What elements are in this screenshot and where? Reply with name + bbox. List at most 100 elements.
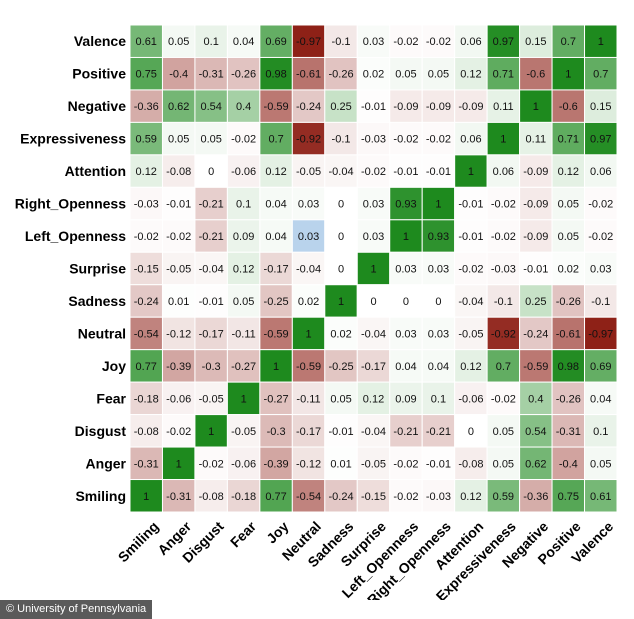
cell-value-label: 1 bbox=[370, 264, 376, 276]
cell-value-label: -0.02 bbox=[393, 134, 418, 146]
cell-value-label: -0.3 bbox=[267, 426, 286, 438]
heatmap-cell bbox=[356, 219, 391, 253]
heatmap-cell bbox=[356, 316, 391, 351]
cell-value-label: -0.08 bbox=[199, 491, 224, 503]
heatmap-cell bbox=[194, 381, 228, 416]
cell-value-label: 0.98 bbox=[558, 361, 579, 373]
heatmap-cell bbox=[324, 284, 358, 318]
cell-value-label: 0 bbox=[208, 166, 214, 178]
row-label: Disgust bbox=[75, 423, 127, 439]
cell-value-label: -0.31 bbox=[556, 426, 581, 438]
cell-value-label: 1 bbox=[565, 69, 571, 81]
row-label: Anger bbox=[86, 455, 127, 471]
cell-value-label: 0.05 bbox=[493, 426, 514, 438]
heatmap-cell bbox=[291, 89, 326, 123]
cell-value-label: -0.15 bbox=[361, 491, 386, 503]
cell-value-label: -0.02 bbox=[393, 458, 418, 470]
heatmap-cell bbox=[356, 284, 391, 318]
cell-value-label: -0.25 bbox=[264, 296, 289, 308]
cell-value-label: -0.12 bbox=[166, 328, 191, 340]
cell-value-label: 0.71 bbox=[493, 69, 514, 81]
heatmap-cell bbox=[129, 381, 163, 416]
heatmap-cell bbox=[421, 316, 456, 351]
cell-value-label: 0.05 bbox=[590, 458, 611, 470]
heatmap-cell bbox=[486, 89, 521, 123]
cell-value-label: -0.4 bbox=[169, 69, 188, 81]
cell-value-label: 0.03 bbox=[363, 199, 384, 211]
cell-value-label: 0 bbox=[403, 296, 409, 308]
cell-value-label: -0.02 bbox=[393, 36, 418, 48]
cell-value-label: 1 bbox=[241, 393, 247, 405]
cell-value-label: 0.54 bbox=[525, 426, 546, 438]
heatmap-cell bbox=[324, 89, 358, 123]
heatmap-cell bbox=[551, 121, 586, 156]
heatmap-cell bbox=[454, 446, 488, 481]
heatmap-cell bbox=[129, 89, 163, 123]
cell-value-label: 0.09 bbox=[395, 393, 416, 405]
heatmap-cell bbox=[551, 186, 586, 221]
cell-value-label: -0.17 bbox=[199, 328, 224, 340]
cell-value-label: 0 bbox=[338, 199, 344, 211]
cell-value-label: 0.98 bbox=[265, 69, 286, 81]
cell-value-label: 1 bbox=[208, 426, 214, 438]
heatmap-cell bbox=[129, 56, 163, 91]
heatmap-cell bbox=[291, 219, 326, 253]
cell-value-label: 0.06 bbox=[590, 166, 611, 178]
cell-value-label: 0.04 bbox=[233, 36, 254, 48]
heatmap-cell bbox=[421, 24, 456, 58]
heatmap-cell bbox=[584, 284, 618, 318]
cell-value-label: -0.06 bbox=[231, 458, 256, 470]
cell-value-label: -0.01 bbox=[426, 458, 451, 470]
cell-value-label: 0.05 bbox=[395, 69, 416, 81]
heatmap-cell bbox=[356, 56, 391, 91]
heatmap-cell bbox=[226, 56, 261, 91]
heatmap-cell bbox=[454, 284, 488, 318]
cell-value-label: -0.08 bbox=[166, 166, 191, 178]
cell-value-label: -0.18 bbox=[134, 393, 159, 405]
cell-value-label: -0.04 bbox=[458, 296, 483, 308]
heatmap-cell bbox=[551, 316, 586, 351]
cell-value-label: 0.12 bbox=[460, 69, 481, 81]
heatmap-cell bbox=[161, 121, 196, 156]
cell-value-label: 0.04 bbox=[265, 231, 286, 243]
heatmap-cell bbox=[129, 349, 163, 383]
cell-value-label: 0.04 bbox=[265, 199, 286, 211]
cell-value-label: -0.01 bbox=[523, 264, 548, 276]
cell-value-label: -0.04 bbox=[328, 166, 353, 178]
cell-value-label: -0.02 bbox=[134, 231, 159, 243]
cell-value-label: 0.12 bbox=[363, 393, 384, 405]
cell-value-label: -0.03 bbox=[491, 264, 516, 276]
cell-value-label: 0 bbox=[338, 264, 344, 276]
cell-value-label: -0.1 bbox=[591, 296, 610, 308]
row-labels: Valence Positive Negative Expressiveness Att… bbox=[15, 33, 127, 504]
cell-value-label: 1 bbox=[338, 296, 344, 308]
heatmap-cell bbox=[291, 121, 326, 156]
cell-value-label: -0.12 bbox=[296, 458, 321, 470]
heatmap-cell bbox=[356, 154, 391, 188]
cell-value-label: 0.77 bbox=[265, 491, 286, 503]
cell-value-label: 0.03 bbox=[298, 231, 319, 243]
cell-value-label: 0.61 bbox=[590, 491, 611, 503]
cell-value-label: -0.36 bbox=[523, 491, 548, 503]
heatmap-cell bbox=[486, 479, 521, 513]
cell-value-label: 0.01 bbox=[330, 458, 351, 470]
heatmap-cell bbox=[129, 479, 163, 513]
cell-value-label: 0.05 bbox=[428, 69, 449, 81]
cell-value-label: 0.05 bbox=[558, 231, 579, 243]
heatmap-cell bbox=[389, 219, 423, 253]
cell-value-label: 0.61 bbox=[136, 36, 157, 48]
cell-value-label: 0.25 bbox=[525, 296, 546, 308]
heatmap-cell bbox=[161, 24, 196, 58]
cell-value-label: -0.21 bbox=[199, 199, 224, 211]
row-label: Smiling bbox=[75, 488, 126, 504]
cell-value-label: -0.27 bbox=[231, 361, 256, 373]
heatmap-cell bbox=[486, 186, 521, 221]
cell-value-label: 0 bbox=[338, 231, 344, 243]
cell-value-label: 0.25 bbox=[330, 101, 351, 113]
heatmap-cell bbox=[421, 186, 456, 221]
cell-value-label: -0.26 bbox=[556, 393, 581, 405]
cell-value-label: -0.15 bbox=[134, 264, 159, 276]
cell-value-label: 0.1 bbox=[431, 393, 446, 405]
cell-value-label: 0.05 bbox=[493, 458, 514, 470]
